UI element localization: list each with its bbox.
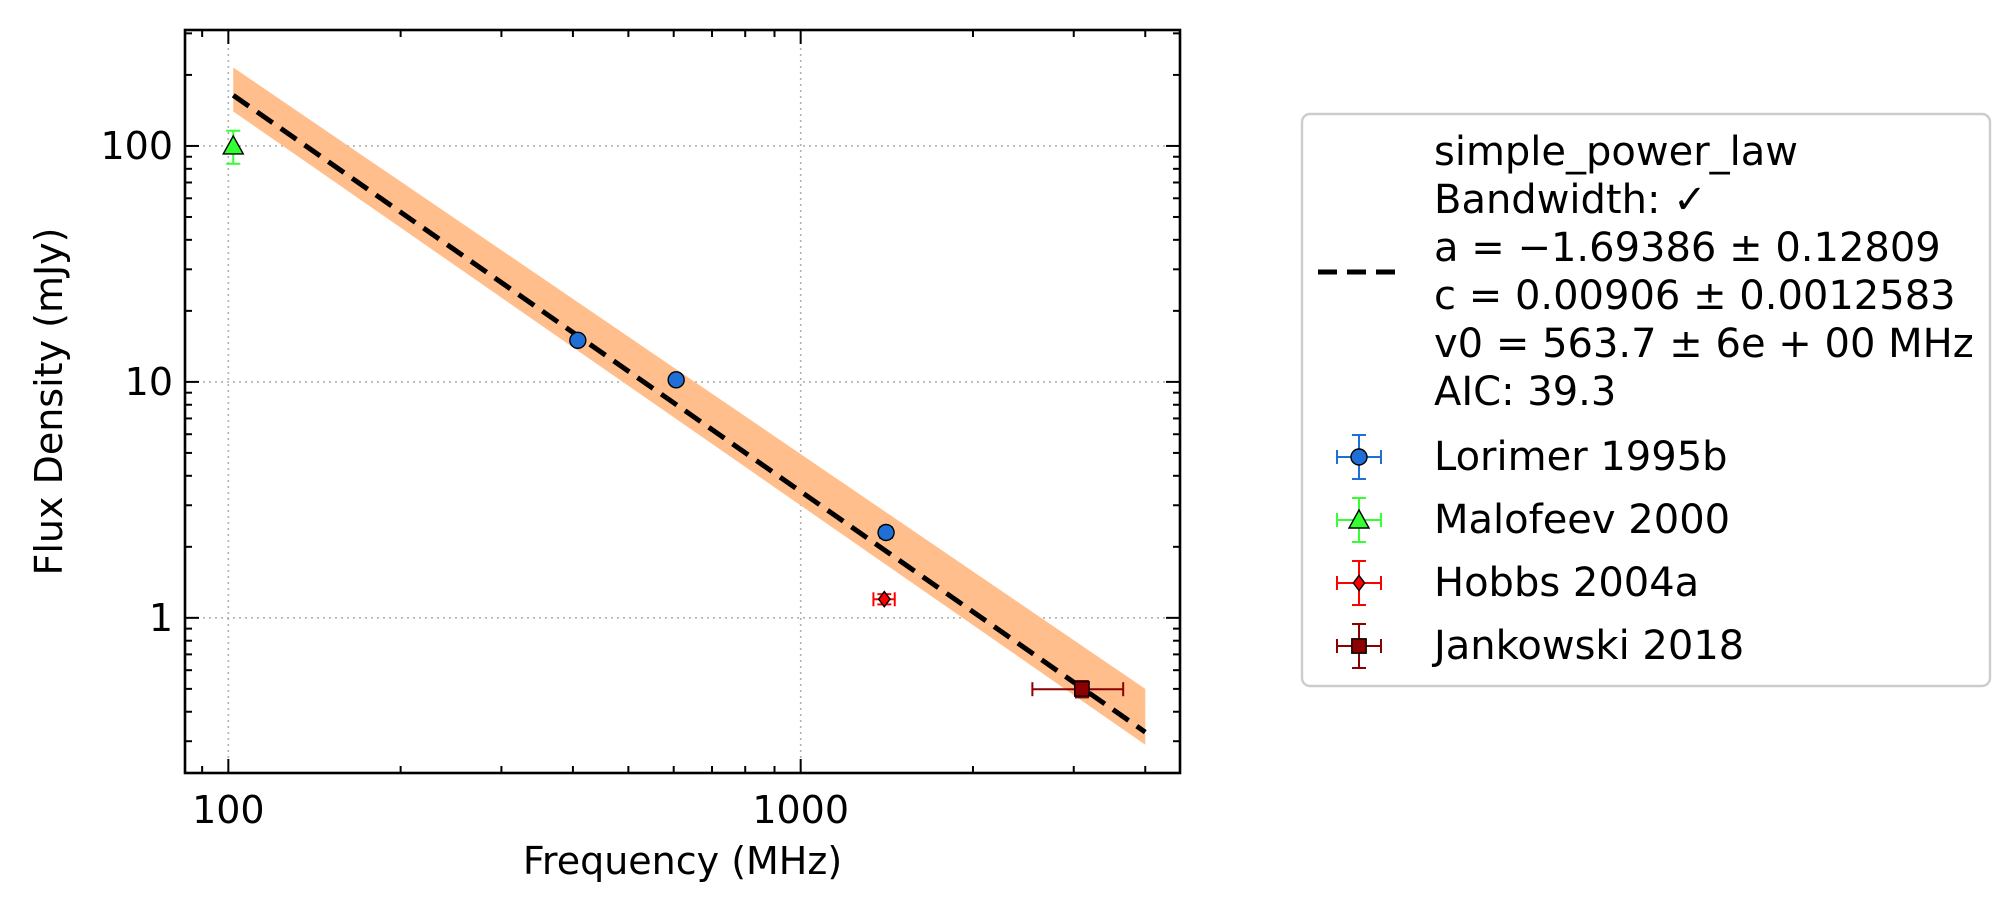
- fit-uncertainty-band: [233, 67, 1146, 745]
- point-s3-p0: [1074, 680, 1090, 697]
- point-s2-p0: [877, 590, 891, 608]
- legend-fit-line-3: c = 0.00906 ± 0.0012583: [1434, 273, 1956, 319]
- legend-label-1: Malofeev 2000: [1434, 497, 1730, 543]
- y-axis-label: Flux Density (mJy): [27, 228, 71, 576]
- point-s1-p0: [222, 134, 245, 155]
- x-axis-label: Frequency (MHz): [523, 839, 842, 883]
- legend-label-3: Jankowski 2018: [1431, 623, 1744, 669]
- legend-marker-3: [1351, 638, 1367, 654]
- legend-fit-line-2: a = −1.69386 ± 0.12809: [1434, 225, 1941, 271]
- point-s0-p2: [877, 523, 895, 542]
- legend-label-0: Lorimer 1995b: [1434, 434, 1728, 480]
- legend-frame: [1300, 112, 1992, 688]
- x-tick-label-1: 1000: [752, 788, 849, 832]
- data-points: [222, 129, 1125, 699]
- legend-fit-line-5: AIC: 39.3: [1434, 369, 1616, 415]
- legend-label-2: Hobbs 2004a: [1434, 560, 1699, 606]
- point-s0-p1: [667, 371, 685, 389]
- y-tick-label-1: 10: [125, 360, 173, 404]
- fit-band: [233, 67, 1146, 745]
- point-s0-p0: [569, 331, 587, 350]
- legend-marker-1: [1347, 508, 1371, 529]
- fit-line-path: [231, 93, 1147, 735]
- fit-line: [231, 93, 1147, 735]
- y-tick-label-0: 1: [149, 596, 173, 640]
- axis-ticks: 100 1000 1 10 100: [100, 30, 1180, 832]
- x-tick-label-0: 100: [192, 788, 265, 832]
- legend-marker-2: [1352, 574, 1366, 592]
- legend-fit-line-4: v0 = 563.7 ± 6e + 00 MHz: [1434, 321, 1974, 367]
- legend-fit-line-1: Bandwidth: ✓: [1434, 177, 1707, 223]
- axis-labels: Frequency (MHz) Flux Density (mJy): [27, 228, 842, 883]
- legend-marker-0: [1350, 448, 1368, 466]
- plot-frame: [183, 28, 1182, 775]
- y-tick-label-2: 100: [100, 124, 173, 168]
- legend-fit-line-0: simple_power_law: [1434, 129, 1798, 175]
